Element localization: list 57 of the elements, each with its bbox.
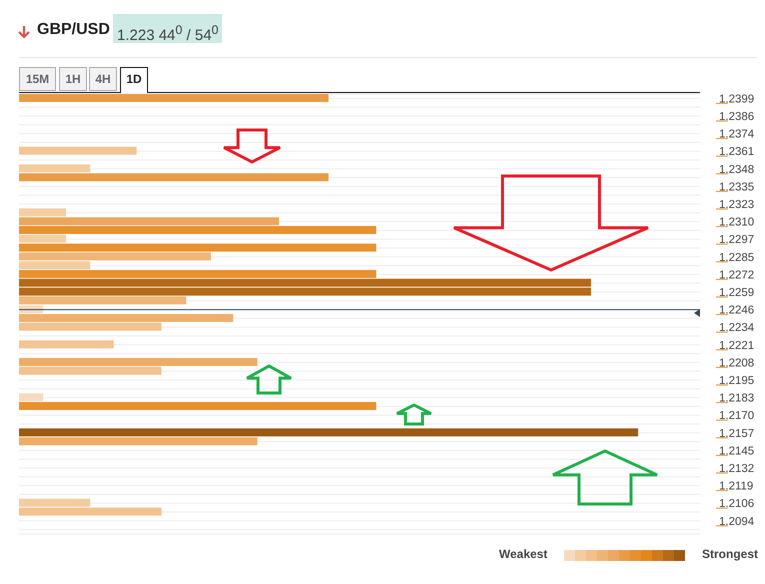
y-tick-label: 1.2157 bbox=[719, 428, 754, 440]
text: 4H bbox=[89, 67, 117, 91]
y-tick-label: 1.2399 bbox=[719, 93, 754, 106]
bar bbox=[19, 94, 329, 102]
bar bbox=[19, 270, 376, 278]
bar bbox=[19, 314, 234, 322]
y-tick-label: 1.2297 bbox=[719, 234, 754, 246]
bar bbox=[19, 340, 114, 348]
y-tick-label: 1.2335 bbox=[719, 181, 754, 194]
text: 1H bbox=[59, 67, 87, 91]
y-tick-label: 1.2106 bbox=[719, 498, 754, 510]
bar bbox=[19, 322, 162, 331]
y-tick-label: 1.2094 bbox=[719, 516, 755, 528]
text: 1D bbox=[120, 67, 148, 93]
bar bbox=[19, 402, 376, 410]
y-tick-label: 1.2208 bbox=[719, 357, 754, 370]
y-tick-label: 1.2323 bbox=[719, 199, 754, 211]
y-tick-label: 1.2170 bbox=[719, 410, 754, 422]
bar bbox=[19, 234, 66, 243]
y-tick-label: 1.2386 bbox=[719, 111, 754, 123]
y-tick-label: 1.2119 bbox=[719, 480, 754, 493]
bar bbox=[19, 164, 90, 172]
bar bbox=[19, 226, 376, 234]
bar bbox=[19, 173, 329, 182]
y-tick-label: 1.2285 bbox=[719, 252, 754, 264]
y-tick-label: 1.2272 bbox=[719, 269, 754, 282]
y-tick-label: 1.2246 bbox=[719, 304, 754, 317]
bar bbox=[19, 146, 137, 155]
y-tick-label: 1.2361 bbox=[719, 146, 754, 158]
bar bbox=[19, 296, 186, 304]
y-tick-label: 1.2259 bbox=[719, 287, 754, 299]
y-tick-label: 1.2132 bbox=[719, 463, 754, 475]
y-tick-label: 1.2310 bbox=[719, 216, 754, 229]
text: Strongest bbox=[702, 547, 758, 561]
text: 15M bbox=[19, 67, 56, 91]
y-tick-label: 1.2234 bbox=[719, 322, 755, 334]
y-tick-label: 1.2374 bbox=[719, 128, 755, 141]
chart-title: GBP/USD bbox=[37, 21, 110, 39]
bar bbox=[19, 508, 162, 516]
bar bbox=[19, 393, 44, 402]
bar bbox=[19, 366, 162, 375]
bar bbox=[19, 244, 376, 252]
bar bbox=[19, 498, 90, 507]
bar bbox=[19, 208, 66, 216]
text: Weakest bbox=[499, 547, 548, 561]
y-tick-label: 1.2348 bbox=[719, 164, 754, 176]
y-tick-label: 1.2221 bbox=[719, 340, 754, 352]
bar bbox=[19, 358, 258, 366]
bar bbox=[19, 252, 211, 260]
chart-subtitle: 1.223 44$^{0}$ / 54$^{0}$ bbox=[113, 14, 222, 44]
bar bbox=[19, 437, 258, 446]
bar bbox=[19, 261, 90, 270]
bar bbox=[19, 428, 638, 436]
y-tick-label: 1.2183 bbox=[719, 392, 754, 405]
y-tick-label: 1.2145 bbox=[719, 445, 754, 458]
y-tick-label: 1.2195 bbox=[719, 375, 754, 387]
bar bbox=[19, 217, 280, 226]
